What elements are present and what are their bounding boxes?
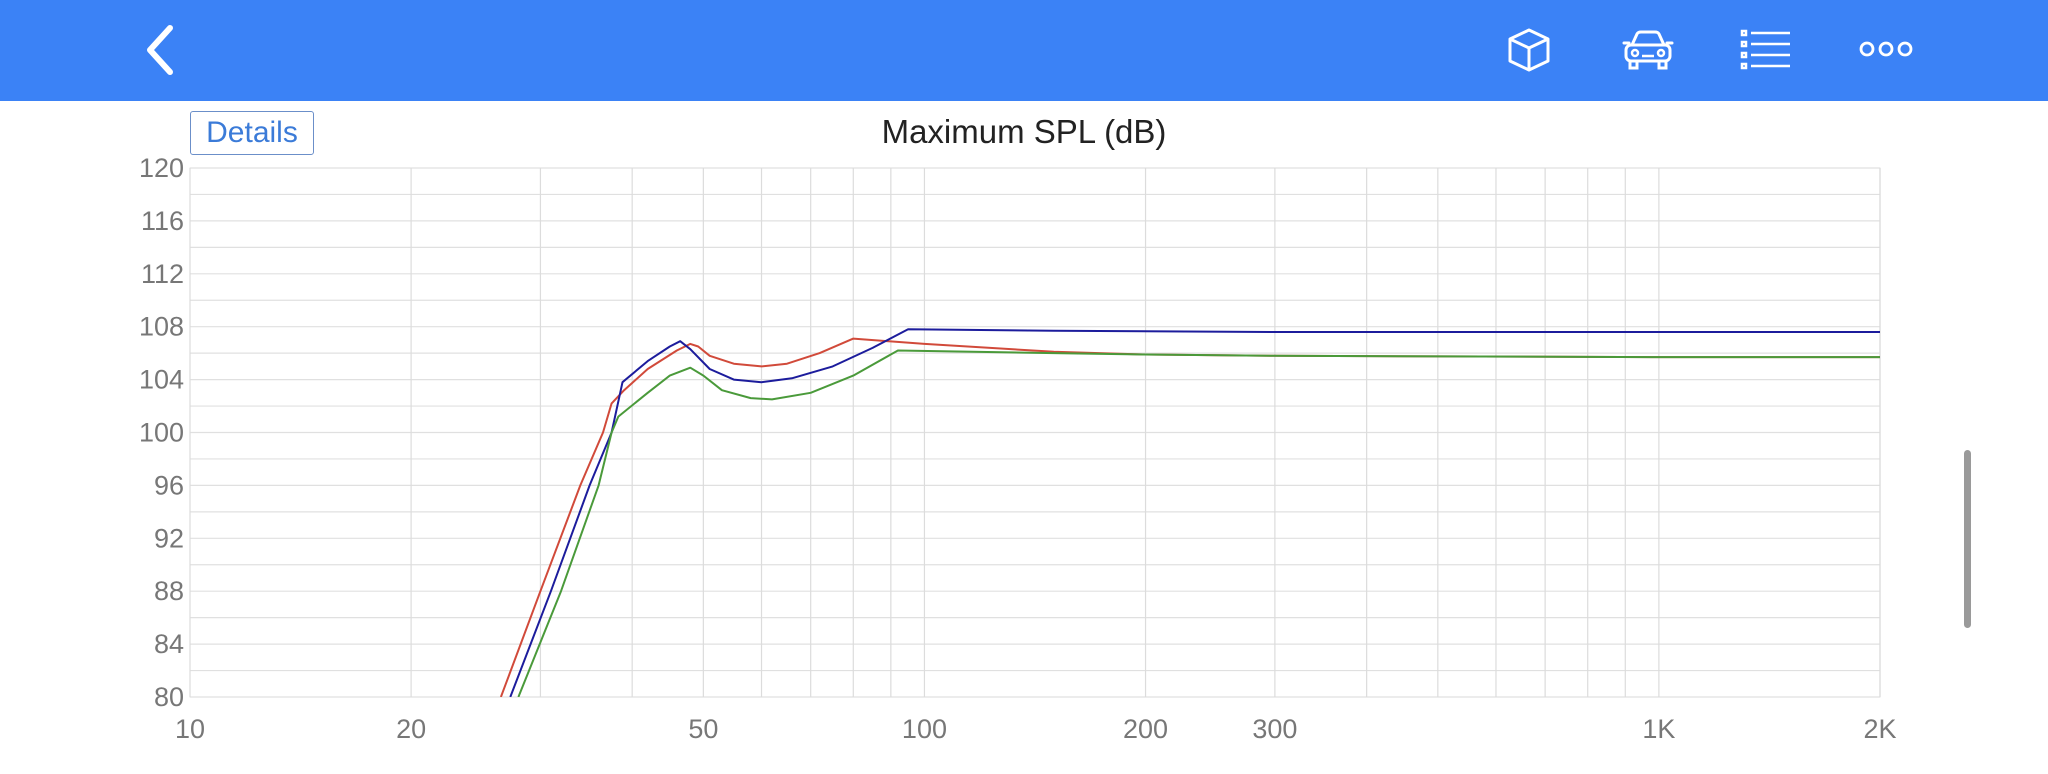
- series-line-2: [509, 328, 1880, 697]
- y-tick-label: 80: [154, 682, 184, 712]
- x-tick-label: 1K: [1642, 714, 1675, 744]
- series-line-1: [499, 337, 1880, 697]
- x-tick-label: 2K: [1863, 714, 1896, 744]
- x-tick-label: 50: [688, 714, 718, 744]
- car-icon[interactable]: [1620, 25, 1676, 75]
- top-navigation-bar: [0, 0, 2048, 101]
- chart-title: Maximum SPL (dB): [881, 113, 1167, 150]
- vertical-scrollbar[interactable]: [1964, 450, 1971, 628]
- x-tick-label: 10: [175, 714, 205, 744]
- chevron-left-icon[interactable]: [138, 22, 184, 78]
- x-tick-label: 20: [396, 714, 426, 744]
- cube-icon[interactable]: [1504, 25, 1554, 75]
- y-tick-label: 92: [154, 523, 184, 553]
- y-tick-label: 100: [139, 418, 184, 448]
- x-tick-label: 300: [1252, 714, 1297, 744]
- y-tick-label: 96: [154, 470, 184, 500]
- y-tick-label: 88: [154, 576, 184, 606]
- details-button[interactable]: Details: [190, 111, 314, 155]
- y-tick-label: 120: [139, 153, 184, 183]
- more-icon[interactable]: [1858, 36, 1914, 62]
- y-tick-label: 104: [139, 365, 184, 395]
- y-tick-label: 112: [141, 259, 184, 289]
- y-tick-label: 84: [154, 629, 184, 659]
- series-line-3: [517, 349, 1880, 697]
- x-tick-label: 200: [1123, 714, 1168, 744]
- x-tick-label: 100: [902, 714, 947, 744]
- y-tick-label: 108: [139, 312, 184, 342]
- y-tick-label: 116: [141, 206, 184, 236]
- list-icon[interactable]: [1740, 28, 1792, 72]
